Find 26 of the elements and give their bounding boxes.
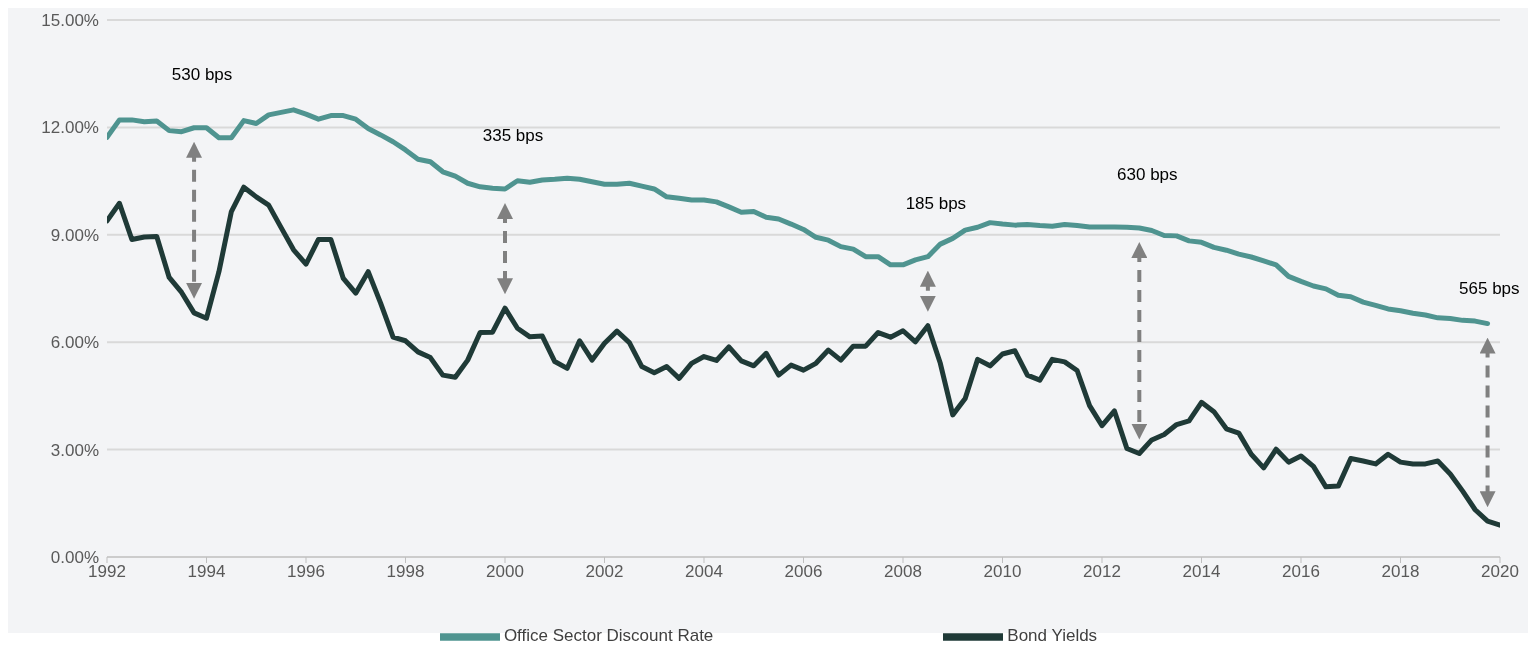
x-tick-label: 1994	[187, 562, 226, 582]
legend-label: Office Sector Discount Rate	[503, 626, 714, 645]
x-tick-label: 2010	[983, 562, 1022, 582]
annotation: 530 bps	[171, 64, 233, 84]
annotation: 185 bps	[905, 193, 967, 213]
x-tick-label: 1996	[287, 562, 325, 582]
x-tick-label: 2002	[585, 562, 624, 582]
x-tick-label: 2018	[1381, 562, 1420, 582]
x-tick-label: 2008	[884, 562, 922, 582]
annotation: 335 bps	[482, 125, 544, 145]
legend-label: Bond Yields	[1007, 626, 1098, 645]
x-tick-label: 1998	[386, 562, 425, 582]
y-tick-label: 9.00%	[50, 225, 99, 245]
y-tick-label: 12.00%	[41, 118, 99, 138]
annotation: 565 bps	[1459, 278, 1520, 298]
y-tick-label: 15.00%	[41, 11, 99, 31]
x-tick-label: 2014	[1182, 562, 1221, 582]
x-tick-label: 2006	[784, 562, 823, 582]
x-tick-label: 2016	[1282, 562, 1320, 582]
annotation: 630 bps	[1117, 165, 1178, 184]
x-tick-label: 2004	[685, 562, 723, 582]
x-tick-label: 2000	[486, 562, 524, 582]
y-tick-label: 3.00%	[50, 440, 99, 460]
y-tick-label: 6.00%	[50, 333, 99, 353]
x-tick-label: 2012	[1083, 562, 1121, 582]
x-tick-label: 2020	[1481, 562, 1519, 582]
